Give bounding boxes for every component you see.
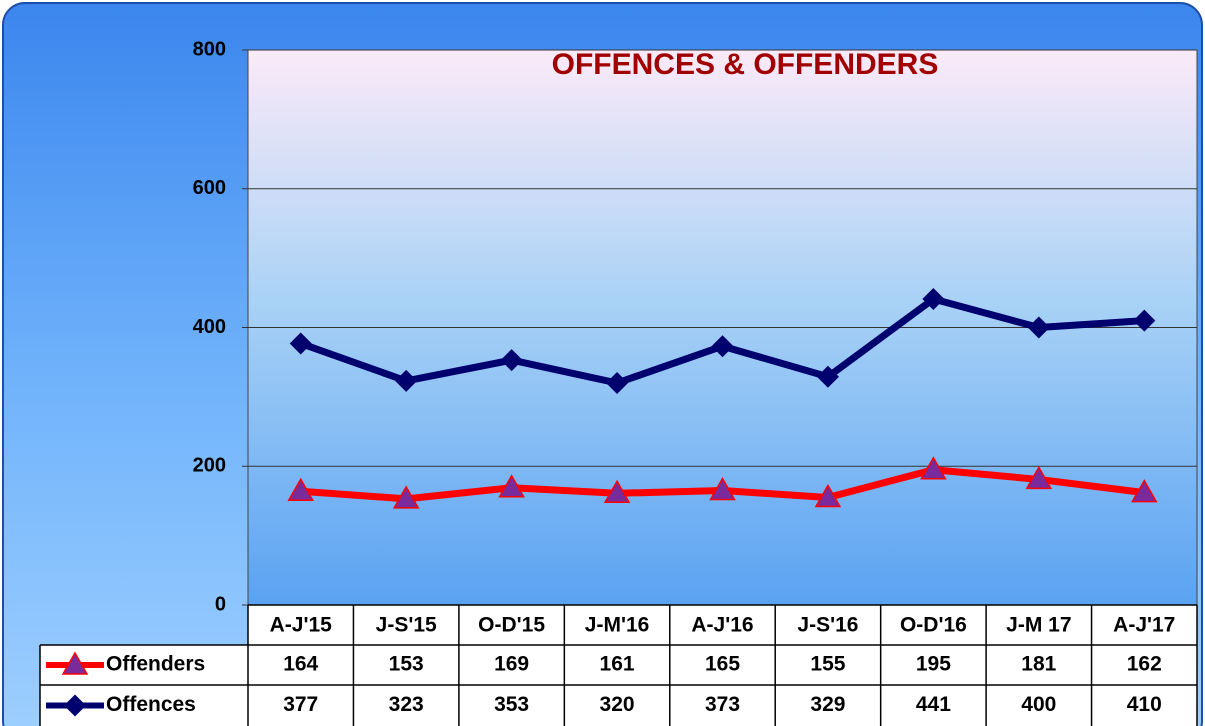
data-label: 169 bbox=[494, 653, 529, 676]
x-tick-label: J-M'16 bbox=[585, 614, 650, 637]
x-tick-label: J-S'15 bbox=[376, 614, 437, 637]
data-label: 320 bbox=[600, 693, 635, 716]
data-label: 153 bbox=[389, 653, 424, 676]
data-label: 162 bbox=[1127, 653, 1162, 676]
data-label: 400 bbox=[1021, 693, 1056, 716]
data-label: 373 bbox=[705, 693, 740, 716]
marker bbox=[1027, 316, 1050, 339]
table-bg bbox=[248, 605, 1197, 726]
data-label: 165 bbox=[705, 653, 740, 676]
marker bbox=[392, 485, 420, 509]
marker bbox=[61, 651, 89, 675]
legend-label: Offences bbox=[106, 693, 196, 716]
marker bbox=[498, 474, 525, 498]
x-tick-label: A-J'16 bbox=[691, 614, 753, 637]
data-label: 181 bbox=[1021, 653, 1056, 676]
marker bbox=[816, 365, 839, 388]
data-label: 353 bbox=[494, 693, 529, 716]
x-tick-label: J-S'16 bbox=[797, 614, 858, 637]
x-tick-label: O-D'15 bbox=[478, 614, 545, 637]
y-tick-label: 600 bbox=[193, 177, 226, 199]
data-label: 329 bbox=[810, 693, 845, 716]
data-label: 164 bbox=[283, 653, 318, 676]
x-tick-label: O-D'16 bbox=[900, 614, 967, 637]
marker bbox=[606, 372, 629, 394]
marker bbox=[603, 479, 631, 504]
marker bbox=[922, 288, 945, 311]
marker bbox=[1025, 465, 1053, 490]
marker bbox=[287, 477, 315, 501]
marker bbox=[395, 369, 418, 392]
data-label: 410 bbox=[1127, 693, 1162, 716]
y-tick-label: 200 bbox=[193, 455, 226, 477]
legend-label: Offenders bbox=[106, 653, 205, 676]
marker bbox=[1133, 309, 1156, 332]
marker bbox=[711, 335, 734, 358]
data-label: 155 bbox=[810, 653, 845, 676]
x-tick-label: J-M 17 bbox=[1006, 614, 1071, 637]
marker bbox=[64, 694, 86, 717]
data-label: 161 bbox=[600, 653, 635, 676]
marker bbox=[500, 349, 523, 372]
marker bbox=[814, 483, 842, 508]
data-label: 323 bbox=[389, 693, 424, 716]
data-label: 377 bbox=[283, 693, 318, 716]
data-label: 441 bbox=[916, 693, 951, 716]
y-tick-label: 400 bbox=[193, 316, 226, 338]
x-tick-label: A-J'17 bbox=[1113, 614, 1175, 637]
marker bbox=[920, 456, 947, 480]
data-label: 195 bbox=[916, 653, 951, 676]
marker bbox=[709, 477, 736, 501]
marker bbox=[289, 332, 312, 355]
y-tick-label: 0 bbox=[215, 593, 226, 615]
y-tick-label: 800 bbox=[193, 38, 226, 60]
chart-title: OFFENCES & OFFENDERS bbox=[552, 48, 939, 81]
marker bbox=[1130, 479, 1158, 503]
x-tick-label: A-J'15 bbox=[270, 614, 333, 637]
